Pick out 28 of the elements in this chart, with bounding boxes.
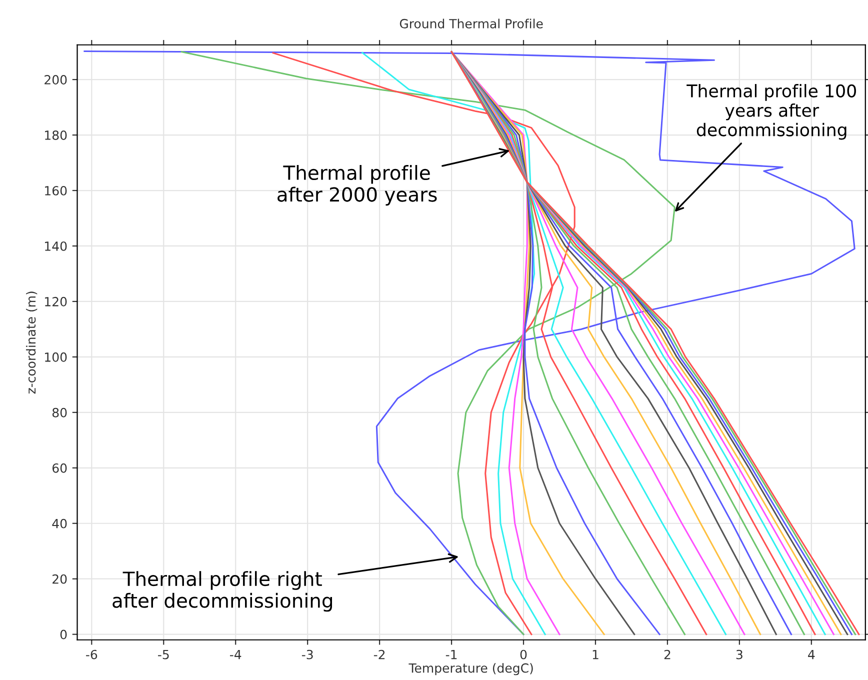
x-tick-label: 0: [520, 650, 527, 660]
y-tick-label: 40: [52, 518, 67, 528]
x-tick-label: 1: [592, 650, 598, 660]
annotation: Thermal profile 100 years after decommissioning: [686, 84, 856, 140]
y-tick-label: 60: [52, 463, 67, 473]
x-tick-label: -4: [230, 650, 242, 660]
x-tick-label: -2: [374, 650, 385, 660]
y-axis-title: z-coordinate (m): [26, 292, 38, 394]
x-tick-label: -1: [446, 650, 457, 660]
annotation: Thermal profile right after decommissioning: [112, 571, 332, 612]
x-tick-label: -3: [302, 650, 313, 660]
y-tick-label: 80: [52, 408, 67, 418]
x-tick-label: 2: [664, 650, 670, 660]
y-tick-label: 100: [45, 352, 67, 362]
x-axis-title: Temperature (degC): [408, 663, 533, 676]
y-tick-label: 20: [52, 574, 67, 584]
x-tick-label: -5: [158, 650, 169, 660]
y-tick-label: 0: [60, 630, 67, 640]
y-tick-label: 200: [44, 75, 67, 84]
x-tick-label: 3: [736, 650, 742, 660]
y-tick-label: 120: [45, 296, 67, 306]
y-tick-label: 180: [45, 130, 67, 140]
x-tick-label: -6: [86, 650, 98, 660]
chart-title: Ground Thermal Profile: [400, 18, 543, 28]
y-tick-label: 140: [45, 241, 67, 251]
x-tick-label: 4: [808, 650, 815, 660]
y-tick-label: 160: [45, 186, 67, 196]
annotation: Thermal profile after 2000 years: [278, 164, 437, 206]
